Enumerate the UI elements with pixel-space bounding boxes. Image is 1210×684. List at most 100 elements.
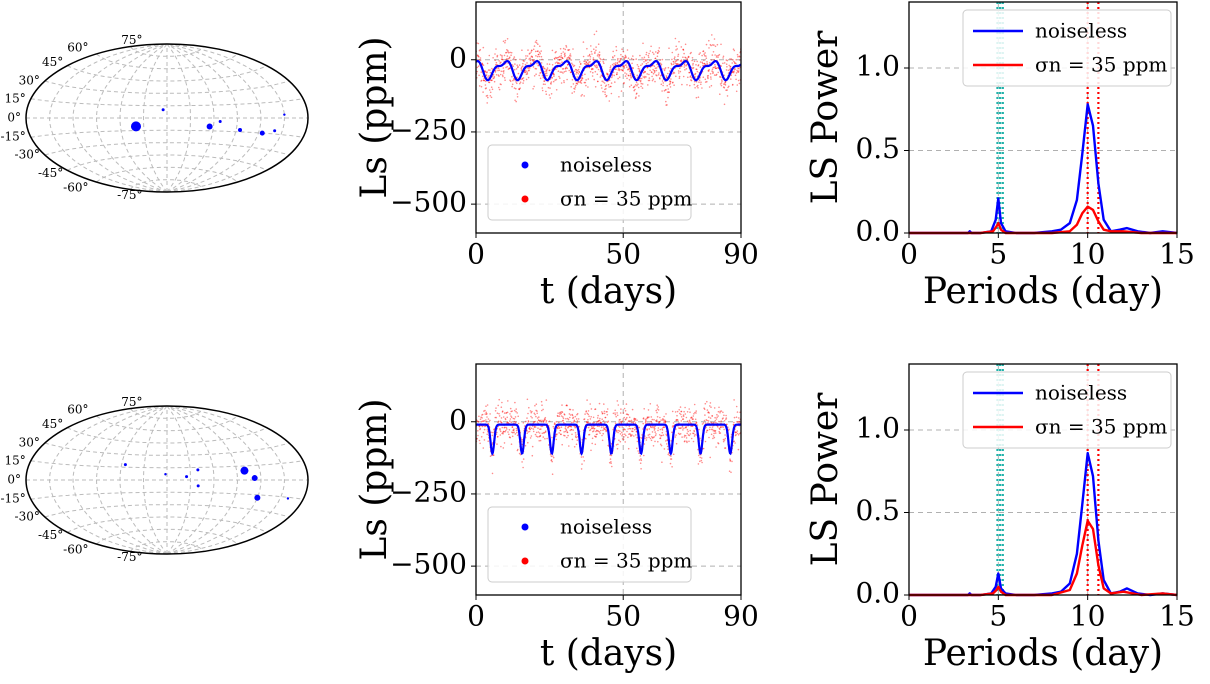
noisy-point	[592, 57, 595, 59]
noisy-point	[586, 412, 589, 415]
noisy-point	[662, 426, 665, 428]
noisy-point	[562, 419, 564, 422]
noisy-point	[516, 82, 518, 85]
noisy-point	[575, 443, 578, 446]
noisy-point	[652, 445, 655, 447]
legend-label-noisy: σn = 35 ppm	[1035, 415, 1167, 439]
noisy-point	[500, 417, 503, 419]
noisy-point	[651, 437, 654, 439]
noisy-point	[539, 77, 542, 80]
noisy-point	[703, 59, 705, 62]
noisy-point	[612, 71, 615, 73]
noisy-point	[574, 435, 577, 438]
noisy-point	[627, 447, 630, 450]
noisy-point	[510, 59, 512, 62]
noisy-point	[682, 414, 685, 416]
noisy-point	[485, 420, 488, 423]
noisy-point	[632, 55, 634, 57]
noisy-point	[632, 86, 635, 89]
noisy-point	[541, 87, 544, 89]
noisy-point	[500, 445, 502, 448]
noisy-point	[644, 421, 647, 424]
noisy-point	[564, 67, 567, 69]
noisy-point	[706, 80, 708, 83]
noisy-point	[537, 64, 539, 67]
noisy-point	[580, 468, 583, 470]
noisy-point	[587, 78, 590, 80]
noisy-point	[530, 435, 533, 437]
noisy-point	[505, 51, 508, 54]
noisy-point	[513, 78, 515, 80]
noisy-point	[554, 56, 557, 59]
noisy-point	[533, 412, 536, 415]
noisy-point	[481, 75, 484, 78]
noisy-point	[629, 70, 631, 73]
noisy-point	[651, 51, 654, 54]
noisy-point	[684, 440, 686, 442]
noisy-point	[533, 75, 536, 77]
noisy-point	[629, 75, 632, 77]
noisy-point	[507, 49, 509, 52]
noisy-point	[526, 71, 528, 74]
noisy-point	[637, 65, 640, 68]
noisy-point	[701, 87, 703, 89]
noisy-point	[657, 429, 659, 432]
noisy-point	[658, 47, 661, 49]
noisy-point	[525, 57, 527, 60]
noisy-point	[506, 411, 509, 414]
noisy-point	[622, 65, 624, 68]
noisy-point	[618, 69, 621, 72]
noisy-point	[735, 416, 738, 419]
noisy-point	[733, 61, 736, 64]
noisy-point	[706, 409, 709, 411]
map-boundary	[25, 405, 309, 555]
noisy-point	[601, 439, 604, 442]
noisy-point	[671, 466, 673, 468]
noisy-point	[662, 418, 664, 420]
noisy-point	[570, 59, 573, 61]
noisy-point	[682, 48, 684, 51]
noisy-point	[733, 70, 735, 72]
noisy-point	[566, 57, 569, 59]
noisy-point	[513, 418, 516, 420]
noisy-point	[619, 412, 622, 414]
noisy-point	[533, 425, 536, 428]
noisy-point	[635, 96, 637, 98]
noisy-point	[622, 433, 624, 436]
noisy-point	[703, 408, 706, 411]
noisy-point	[618, 60, 620, 63]
noisy-point	[587, 55, 589, 57]
noisy-point	[711, 68, 714, 70]
noisy-point	[477, 55, 480, 58]
noisy-point	[490, 79, 492, 81]
noisy-point	[733, 60, 735, 63]
noisy-point	[678, 433, 681, 436]
noisy-point	[664, 422, 666, 424]
noisy-point	[687, 434, 690, 436]
noisy-point	[642, 72, 645, 74]
noisy-point	[545, 421, 547, 423]
noisy-point	[682, 49, 685, 51]
noisy-point	[638, 95, 640, 97]
noisy-point	[647, 79, 650, 82]
noisy-point	[558, 421, 560, 424]
noisy-point	[478, 439, 481, 442]
noisy-point	[606, 73, 609, 75]
noisy-point	[521, 440, 523, 443]
noisy-point	[567, 418, 570, 421]
noisy-point	[549, 453, 552, 456]
noisy-point	[539, 419, 541, 422]
noisy-point	[572, 409, 574, 411]
noisy-point	[688, 422, 690, 424]
noisy-point	[653, 71, 656, 74]
noisy-point	[640, 64, 642, 67]
noisy-point	[676, 63, 678, 65]
noisy-point	[529, 437, 532, 439]
noisy-point	[554, 79, 556, 81]
noisy-point	[699, 437, 701, 440]
noisy-point	[479, 442, 481, 445]
noisy-point	[544, 431, 547, 434]
noisy-point	[725, 59, 728, 61]
noisy-point	[669, 462, 672, 465]
noisy-point	[552, 455, 554, 457]
